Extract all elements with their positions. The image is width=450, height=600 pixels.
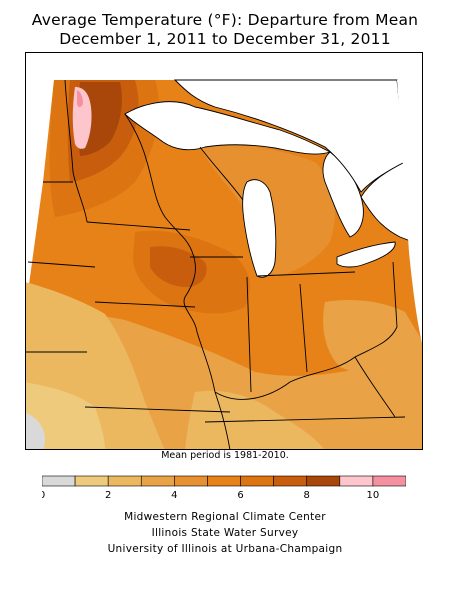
legend-bin-1 [74, 475, 109, 487]
credit-line-1: Midwestern Regional Climate Center [124, 511, 326, 523]
legend-ticks: 0 2 4 6 8 10 [42, 490, 379, 501]
legend-bin-5 [207, 475, 241, 487]
legend-tick-label: 0 [42, 490, 45, 501]
map-title-line-1: Average Temperature (°F): Departure from… [31, 11, 419, 29]
legend-tick-label: 4 [171, 490, 177, 501]
legend-bin-8 [306, 475, 341, 487]
lake-michigan [242, 179, 277, 278]
credit-line-3: University of Illinois at Urbana-Champai… [107, 543, 343, 555]
legend-tick-label: 6 [237, 490, 243, 501]
map-zone-southwest-light [25, 382, 105, 450]
legend-bin-7 [273, 475, 308, 487]
legend-tick-label: 2 [105, 490, 111, 501]
map-zone-north-pink-strong [77, 90, 83, 107]
map-zone-gray [25, 412, 45, 450]
legend-bins [42, 475, 406, 487]
color-legend: 0 2 4 6 8 10 [42, 475, 406, 501]
legend-bin-6 [240, 475, 274, 487]
legend-bin-3 [140, 475, 175, 487]
legend-bin-2 [107, 475, 142, 487]
state-boundaries [25, 79, 406, 450]
mean-period-note: Mean period is 1981-2010. [161, 450, 289, 461]
credit-line-2: Illinois State Water Survey [151, 527, 299, 539]
legend-bin-0 [42, 475, 76, 487]
map-title-line-2: December 1, 2011 to December 31, 2011 [59, 30, 391, 48]
legend-bin-10 [372, 475, 406, 487]
temperature-departure-map [25, 52, 423, 450]
legend-bin-9 [339, 475, 374, 487]
outside-east [397, 80, 423, 348]
legend-bin-4 [174, 475, 208, 487]
lake-erie [336, 241, 396, 268]
map-zone-east [323, 300, 423, 384]
map-zone-central-dark [150, 246, 207, 288]
legend-tick-label: 10 [367, 490, 380, 501]
canada-region [173, 79, 406, 193]
legend-tick-label: 8 [304, 490, 310, 501]
lake-superior [124, 101, 332, 155]
